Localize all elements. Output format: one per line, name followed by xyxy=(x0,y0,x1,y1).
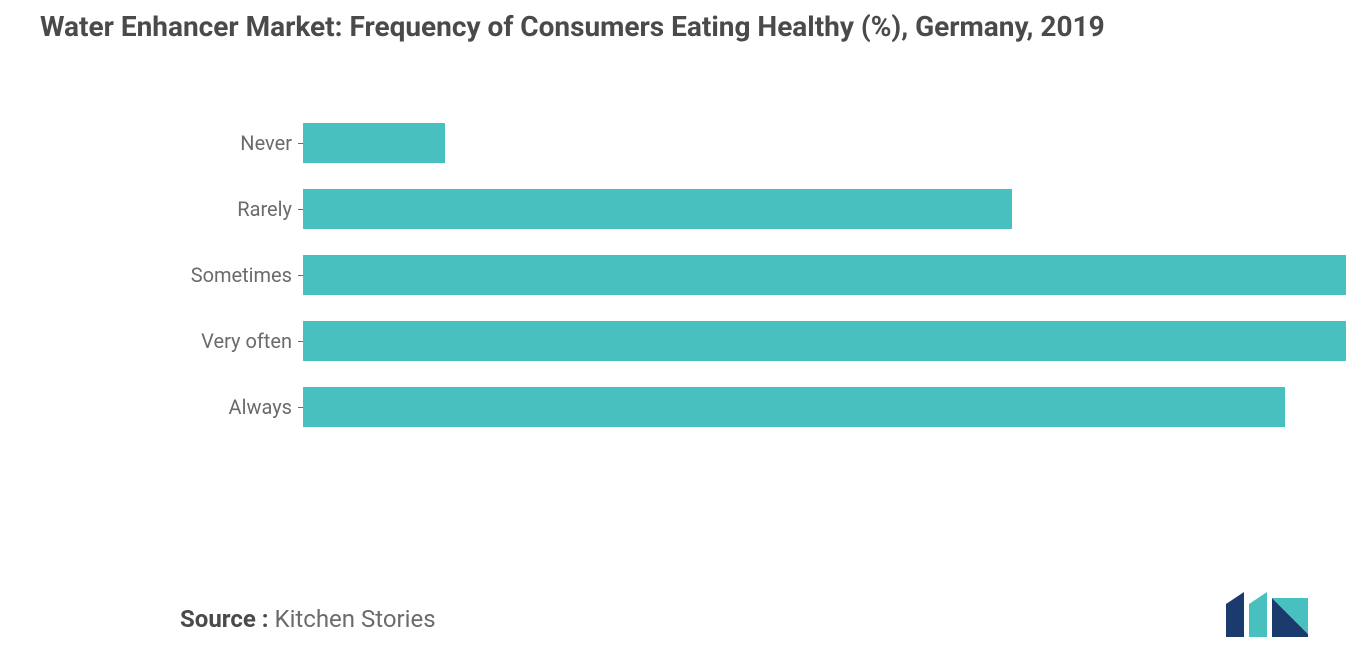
category-label: Very often xyxy=(180,329,298,353)
category-label: Never xyxy=(180,131,298,155)
chart-row: Very often xyxy=(180,308,1346,374)
bar-track xyxy=(303,189,1346,229)
bar-track xyxy=(303,387,1346,427)
bar-track xyxy=(303,123,1346,163)
brand-logo-icon xyxy=(1226,592,1316,637)
source-label: Source : xyxy=(180,605,269,633)
chart-row: Always xyxy=(180,374,1346,440)
bar xyxy=(303,321,1346,361)
bar xyxy=(303,255,1346,295)
category-label: Always xyxy=(180,395,298,419)
chart-row: Never xyxy=(180,110,1346,176)
bar xyxy=(303,189,1012,229)
category-label: Rarely xyxy=(180,197,298,221)
chart-area: Never Rarely Sometimes Very often Always xyxy=(180,110,1346,470)
category-label: Sometimes xyxy=(180,263,298,287)
chart-row: Rarely xyxy=(180,176,1346,242)
source-text: Kitchen Stories xyxy=(275,605,436,633)
bar xyxy=(303,123,445,163)
logo-bars xyxy=(1226,592,1308,637)
bar-track xyxy=(303,321,1346,361)
source-line: Source : Kitchen Stories xyxy=(180,605,436,633)
bar-track xyxy=(303,255,1346,295)
chart-title: Water Enhancer Market: Frequency of Cons… xyxy=(40,10,1326,43)
chart-row: Sometimes xyxy=(180,242,1346,308)
bar xyxy=(303,387,1285,427)
